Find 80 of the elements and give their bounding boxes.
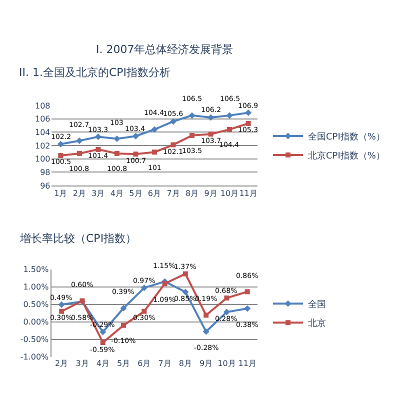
point <box>100 328 106 336</box>
x-tick-label: 1月 <box>54 189 68 198</box>
point <box>182 271 188 276</box>
point <box>188 112 196 119</box>
y-tick-label: 1.50% <box>23 265 50 274</box>
x-tick-label: 7月 <box>166 189 180 198</box>
legend-label: 北京CPI指数（%） <box>308 150 385 162</box>
x-tick-label: 5月 <box>116 358 130 368</box>
point <box>162 281 168 286</box>
x-tick-label: 9月 <box>204 189 218 198</box>
point <box>170 142 176 148</box>
x-tick-label: 5月 <box>129 189 142 198</box>
point <box>208 114 214 121</box>
point <box>120 304 127 312</box>
point <box>114 150 120 156</box>
x-tick-label: 3月 <box>76 358 89 368</box>
point <box>59 308 64 314</box>
point <box>114 136 120 142</box>
point <box>96 146 101 152</box>
y-tick-label: 0.00% <box>23 318 50 327</box>
point <box>202 328 210 335</box>
point <box>58 301 65 308</box>
y-tick-label: 100 <box>35 154 50 164</box>
point <box>100 340 106 346</box>
x-tick-label: 3月 <box>92 189 105 198</box>
y-tick-label: -0.50% <box>20 335 50 344</box>
point <box>226 112 233 119</box>
point <box>204 312 209 318</box>
point <box>76 150 82 156</box>
point <box>58 152 64 158</box>
point <box>133 152 138 157</box>
point <box>227 126 232 132</box>
point <box>223 308 230 316</box>
point <box>190 132 195 138</box>
point <box>208 132 214 137</box>
legend-label: 全国 <box>308 299 326 310</box>
x-tick-label: 11月 <box>238 358 256 368</box>
x-tick-label: 11月 <box>239 189 258 198</box>
y-tick-label: 102 <box>35 141 50 150</box>
point <box>224 296 230 301</box>
point <box>151 126 158 133</box>
chart-title: 增长率比较（CPI指数） <box>19 232 137 245</box>
y-tick-label: 0.50% <box>23 300 50 310</box>
chart-title: I. 2007年总体经济发展背景 <box>96 43 234 56</box>
point <box>170 118 176 125</box>
x-tick-label: 9月 <box>200 358 213 368</box>
point <box>76 138 83 144</box>
point <box>57 140 64 148</box>
legend-label: 北京 <box>308 318 326 330</box>
point <box>245 110 252 116</box>
y-tick-label: 98 <box>40 168 50 177</box>
legend-label: 全国CPI指数（%） <box>308 131 385 142</box>
point <box>94 134 102 140</box>
y-tick-label: 1.00% <box>23 282 50 292</box>
point <box>152 150 157 155</box>
point <box>182 288 189 296</box>
y-tick-label: 104 <box>35 128 50 137</box>
point <box>244 305 251 312</box>
x-tick-label: 8月 <box>185 189 199 198</box>
x-tick-label: 10月 <box>220 189 239 198</box>
x-tick-label: 7月 <box>158 358 172 368</box>
x-tick-label: 6月 <box>148 189 162 198</box>
y-tick-label: -1.00% <box>20 352 50 362</box>
y-tick-label: 108 <box>35 101 50 110</box>
point <box>246 120 251 126</box>
point <box>140 284 148 292</box>
point <box>244 289 250 294</box>
point <box>132 132 139 140</box>
x-tick-label: 6月 <box>138 358 151 368</box>
y-tick-label: 106 <box>35 114 50 124</box>
y-tick-label: 96 <box>40 181 50 190</box>
point <box>142 308 147 314</box>
x-tick-label: 4月 <box>96 358 110 368</box>
x-tick-label: 10月 <box>218 358 236 368</box>
point <box>121 322 126 328</box>
chart-subtitle: II. 1.全国及北京的CPI指数分析 <box>19 66 171 79</box>
x-tick-label: 2月 <box>55 358 68 368</box>
x-tick-label: 8月 <box>178 358 192 368</box>
x-tick-label: 4月 <box>110 189 124 198</box>
x-tick-label: 2月 <box>72 189 86 198</box>
